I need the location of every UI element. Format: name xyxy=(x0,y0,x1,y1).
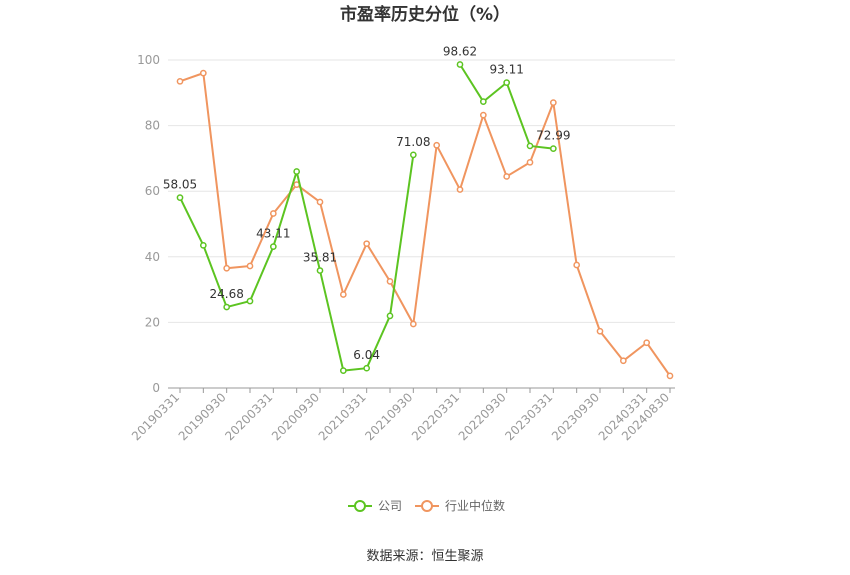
data-point xyxy=(456,61,464,68)
data-point xyxy=(549,145,557,152)
data-point xyxy=(223,303,231,311)
data-point xyxy=(409,151,417,159)
data-point xyxy=(363,240,371,248)
x-axis: 2019033120190930202003312020093020210331… xyxy=(129,387,675,443)
data-point xyxy=(316,267,324,274)
data-label: 98.62 xyxy=(443,45,477,59)
y-tick-label: 40 xyxy=(145,250,160,264)
data-point xyxy=(386,312,394,320)
chart-title: 市盈率历史分位（%） xyxy=(340,4,510,25)
data-point xyxy=(643,339,651,347)
data-label: 58.05 xyxy=(163,178,197,192)
y-tick-label: 80 xyxy=(145,119,160,133)
source-note: 数据来源：恒生聚源 xyxy=(366,549,483,564)
x-tick-label: 20210331 xyxy=(316,390,369,443)
data-point xyxy=(293,168,301,175)
data-point xyxy=(316,198,324,206)
x-tick-label: 20230930 xyxy=(549,390,602,443)
data-point xyxy=(456,186,464,193)
x-tick-label: 20220930 xyxy=(456,390,509,443)
y-tick-label: 20 xyxy=(145,315,160,329)
legend-item[interactable]: 公司 xyxy=(348,499,402,513)
x-tick-label: 20200331 xyxy=(222,390,275,443)
legend[interactable]: 公司 行业中位数 xyxy=(348,498,505,513)
x-tick-label: 20230331 xyxy=(502,390,555,443)
data-point xyxy=(199,241,207,249)
data-label: 24.68 xyxy=(209,287,243,301)
data-point xyxy=(526,142,534,150)
data-label: 35.81 xyxy=(303,251,337,265)
x-tick-label: 20190930 xyxy=(176,390,229,443)
data-label: 6.04 xyxy=(353,348,380,362)
data-point xyxy=(363,364,371,372)
legend-item[interactable]: 行业中位数 xyxy=(415,498,505,513)
grid xyxy=(168,59,675,323)
data-point xyxy=(269,243,277,250)
data-point xyxy=(386,278,394,285)
data-point xyxy=(503,79,511,86)
y-tick-label: 0 xyxy=(152,381,160,395)
data-point xyxy=(199,69,207,77)
data-point xyxy=(479,98,487,106)
data-point xyxy=(666,372,674,380)
x-tick-label: 20210930 xyxy=(362,390,415,443)
data-point xyxy=(503,173,511,180)
data-point xyxy=(339,367,347,374)
data-label: 72.99 xyxy=(536,129,570,143)
data-point xyxy=(176,194,184,201)
data-point xyxy=(409,320,417,328)
data-point xyxy=(223,264,231,272)
data-label: 71.08 xyxy=(396,135,430,149)
data-point xyxy=(246,297,254,305)
data-point xyxy=(596,327,604,335)
legend-marker-icon xyxy=(354,500,366,512)
x-tick-label: 20190331 xyxy=(129,390,182,443)
data-point xyxy=(269,210,277,217)
series-line xyxy=(179,72,671,377)
data-point xyxy=(433,141,441,149)
x-tick-label: 20200930 xyxy=(269,390,322,443)
y-tick-label: 100 xyxy=(137,53,160,67)
data-point xyxy=(176,77,184,85)
data-point xyxy=(549,99,557,106)
data-label: 93.11 xyxy=(489,63,523,77)
data-point xyxy=(479,111,487,119)
data-point xyxy=(339,291,347,298)
y-tick-label: 60 xyxy=(145,184,160,198)
y-axis: 0 20 40 60 80 100 xyxy=(137,53,160,395)
legend-label: 公司 xyxy=(378,499,402,513)
data-point xyxy=(573,261,581,269)
legend-label: 行业中位数 xyxy=(445,498,505,513)
plot-area: 58.05 24.68 43.11 35.81 6.04 71.08 98.62 93.11 7… xyxy=(163,45,674,380)
data-point xyxy=(619,357,627,365)
data-label: 43.11 xyxy=(256,227,290,241)
data-point xyxy=(526,158,534,166)
legend-marker-icon xyxy=(421,500,433,512)
x-tick-label: 20220331 xyxy=(409,390,462,443)
data-point xyxy=(246,262,254,270)
